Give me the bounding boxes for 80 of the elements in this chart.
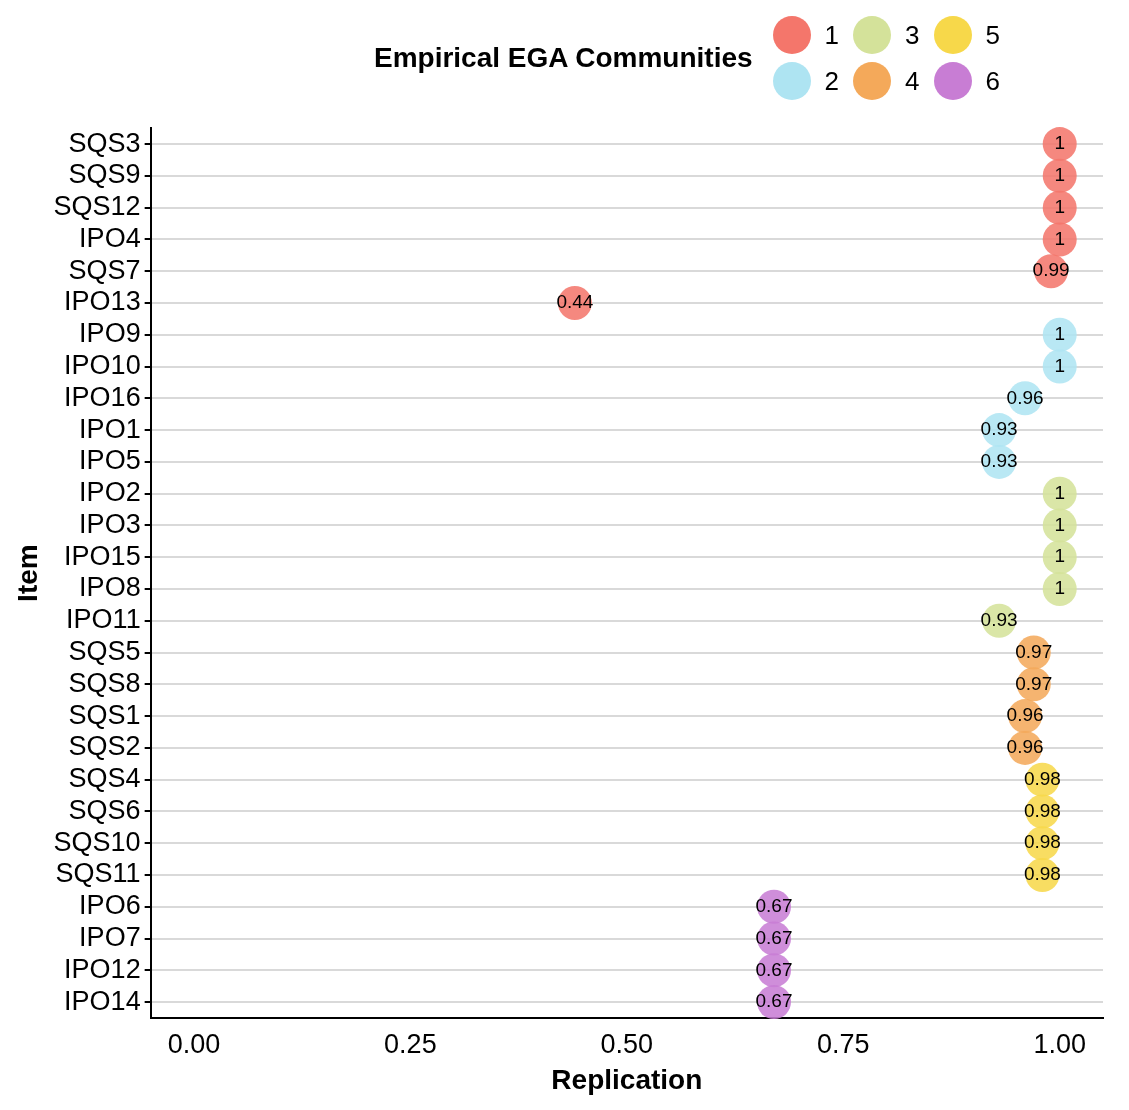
data-label: 0.93	[980, 609, 1018, 630]
y-tick-label: IPO8	[79, 572, 141, 603]
data-label: 0.93	[980, 450, 1018, 472]
point	[1042, 349, 1077, 384]
y-tick-label: SQS10	[53, 826, 141, 857]
y-tick-label: SQS6	[68, 794, 141, 825]
data-label: 0.67	[755, 926, 793, 948]
y-tick-label: IPO16	[64, 381, 141, 412]
y-tick-label: SQS9	[68, 159, 141, 190]
y-axis-title: Item	[11, 544, 43, 602]
y-tick-label: IPO6	[79, 890, 141, 921]
y-tick-label: SQS11	[55, 858, 141, 889]
data-label: 0.96	[1006, 704, 1044, 726]
data-label: 0.96	[1006, 736, 1044, 758]
y-tick-label: IPO2	[79, 477, 141, 508]
data-label: 1	[1054, 323, 1065, 344]
x-tick-label: 0.50	[600, 1028, 654, 1059]
point	[1042, 222, 1077, 257]
data-label: 0.98	[1023, 863, 1061, 885]
y-tick-label: SQS12	[53, 191, 141, 222]
y-tick-label: SQS4	[68, 763, 141, 794]
data-label: 0.96	[1006, 386, 1044, 408]
data-label: 1	[1054, 354, 1065, 376]
point	[1042, 571, 1077, 606]
y-tick-label: IPO5	[79, 445, 141, 476]
data-label: 0.67	[755, 895, 793, 917]
data-label: 0.98	[1023, 831, 1061, 853]
data-label: 1	[1054, 195, 1065, 217]
data-label: 0.44	[556, 291, 594, 313]
point	[1042, 127, 1077, 162]
data-label: 0.98	[1023, 799, 1061, 821]
y-tick-label: IPO11	[66, 604, 141, 635]
y-tick-label: IPO1	[79, 413, 141, 444]
data-label: 0.99	[1032, 259, 1070, 281]
legend-title: Empirical EGA Communities	[373, 42, 753, 74]
data-label: 1	[1054, 132, 1065, 154]
x-tick-label: 1.00	[1033, 1028, 1086, 1059]
y-tick-label: SQS3	[68, 127, 141, 158]
legend-label: 3	[905, 19, 920, 51]
y-tick-label: IPO12	[64, 953, 141, 984]
data-label: 1	[1054, 545, 1065, 567]
y-tick-label: IPO9	[79, 318, 141, 349]
legend-label: 1	[824, 19, 840, 51]
y-tick-label: IPO14	[64, 985, 141, 1016]
y-tick-label: IPO10	[64, 349, 141, 380]
y-tick-label: IPO13	[64, 286, 141, 317]
point	[1042, 508, 1077, 543]
data-label: 0.67	[755, 958, 793, 980]
data-label: 1	[1054, 481, 1065, 503]
legend-label: 5	[985, 19, 1000, 51]
data-label: 1	[1054, 164, 1065, 186]
y-tick-label: SQS8	[68, 667, 141, 698]
legend-label: 2	[824, 65, 840, 97]
y-tick-label: IPO15	[64, 540, 141, 571]
x-tick-label: 0.25	[384, 1028, 437, 1059]
y-tick-label: IPO4	[79, 222, 141, 253]
y-tick-label: IPO3	[79, 508, 141, 539]
data-label: 1	[1054, 227, 1065, 249]
data-label: 0.67	[755, 990, 793, 1012]
data-label: 0.93	[980, 418, 1018, 440]
y-tick-label: IPO7	[79, 922, 141, 953]
x-tick-label: 0.75	[816, 1028, 870, 1059]
data-label: 1	[1054, 513, 1065, 535]
point	[1042, 158, 1077, 193]
y-tick-label: SQS7	[68, 254, 141, 285]
y-tick-label: SQS5	[68, 636, 141, 666]
x-tick-label: 0.00	[167, 1028, 221, 1059]
point	[1042, 540, 1077, 575]
data-label: 0.98	[1023, 767, 1061, 789]
point	[1042, 317, 1077, 352]
legend-label: 4	[905, 65, 920, 97]
legend-label: 6	[985, 65, 1000, 97]
point	[1042, 190, 1077, 225]
x-axis-title: Replication	[551, 1063, 703, 1095]
data-label: 0.97	[1015, 672, 1053, 694]
point	[1042, 476, 1077, 511]
y-tick-label: SQS1	[68, 699, 141, 730]
data-label: 1	[1054, 577, 1065, 599]
y-tick-label: SQS2	[68, 731, 141, 762]
data-label: 0.97	[1015, 640, 1053, 662]
